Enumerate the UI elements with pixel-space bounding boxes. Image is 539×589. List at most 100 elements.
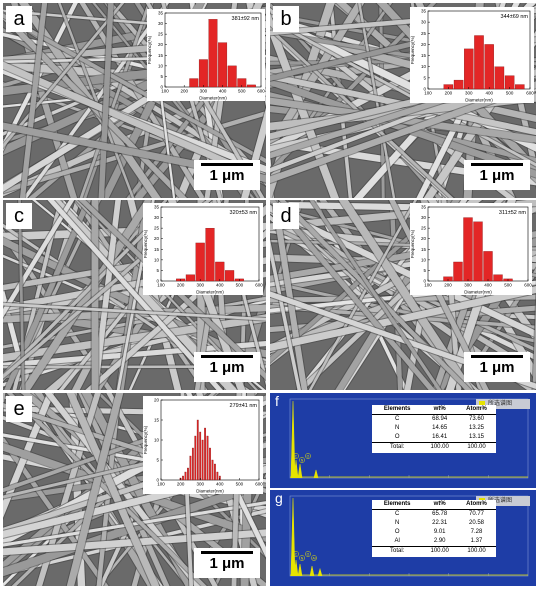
peak-marker: [305, 551, 311, 557]
table-header: Atom%: [456, 405, 496, 415]
y-tick-label: 15: [154, 247, 160, 252]
fiber: [21, 200, 154, 390]
fiber: [66, 393, 124, 586]
panel-label: d: [273, 203, 299, 229]
histogram-chart: 0 5 10 15 20 25 30 35 100 200 300 400 500 600 Diameter…: [143, 205, 263, 295]
x-axis-label: Diameter(nm): [465, 98, 493, 103]
x-tick-label: 300: [200, 89, 208, 94]
panel-label: f: [275, 393, 279, 409]
y-tick-label: 0: [423, 279, 426, 284]
x-tick-label: 200: [180, 89, 188, 94]
y-tick-label: 30: [421, 215, 427, 220]
fiber: [3, 3, 125, 149]
x-tick-label: 200: [444, 283, 452, 288]
spectrum-legend: 所选谱图: [476, 399, 530, 409]
table-total: Total:: [372, 442, 423, 452]
y-axis-label: Frequency(%): [147, 35, 152, 64]
x-tick-label: 500: [506, 91, 514, 96]
y-tick-label: 10: [421, 64, 427, 69]
y-axis-label: Frequency(%): [410, 35, 415, 64]
x-tick-label: 100: [424, 283, 432, 288]
histogram-bar: [215, 261, 225, 282]
histogram-bar: [208, 19, 218, 88]
fiber: [79, 3, 151, 198]
histogram-bar: [453, 79, 464, 90]
histogram-bar: [191, 447, 194, 481]
y-tick-label: 15: [421, 247, 427, 252]
fiber: [3, 302, 266, 321]
y-tick-label: 10: [154, 438, 160, 443]
spectrum-peak: [313, 469, 319, 479]
histogram-bar: [199, 431, 202, 481]
scale-bar: 1 μm: [194, 160, 260, 190]
histogram-title: 279±41 nm: [230, 403, 258, 409]
table-cell: C: [395, 511, 400, 517]
x-tick-label: 200: [445, 91, 453, 96]
scale-bar-label: 1 μm: [209, 555, 245, 572]
spectrum-peak: [293, 559, 299, 577]
x-tick-label: 100: [161, 89, 169, 94]
histogram-bar: [225, 270, 235, 282]
histogram-bar: [195, 242, 205, 282]
histogram-chart: 0 5 10 15 20 25 30 35 100 200 300 400 500 600 Diameter…: [147, 11, 265, 101]
fiber: [3, 200, 75, 318]
histogram-title: 381±92 nm: [232, 16, 260, 22]
scale-bar-label: 1 μm: [479, 359, 515, 376]
x-tick-label: 100: [157, 283, 165, 288]
histogram-bar: [453, 261, 463, 282]
y-tick-label: 10: [158, 63, 164, 68]
y-tick-label: 20: [421, 236, 427, 241]
y-axis-label: Frequency(%): [410, 229, 415, 258]
table-cell: 68.94: [432, 416, 448, 422]
y-tick-label: 25: [158, 32, 164, 37]
histogram-bar: [463, 217, 473, 282]
x-tick-label: 400: [219, 89, 227, 94]
y-tick-label: 15: [154, 418, 160, 423]
y-tick-label: 5: [423, 75, 426, 80]
peak-label: O: [307, 552, 310, 556]
legend-label: 所选谱图: [488, 401, 513, 407]
panel-label: b: [273, 6, 299, 32]
fiber: [270, 26, 454, 198]
spectrum-peak: [290, 497, 296, 577]
histogram-inset: 0 5 10 15 20 25 30 35 100 200 300 400 500 600 Diameter…: [143, 203, 263, 295]
peak-marker: [305, 453, 311, 459]
histogram-bar: [198, 59, 208, 88]
x-tick-label: 200: [177, 482, 185, 487]
y-tick-label: 0: [156, 478, 159, 483]
x-tick-label: 100: [157, 482, 165, 487]
spectrum-peak: [309, 565, 315, 577]
histogram-chart: 0 5 10 15 20 25 30 35 100 200 300 400 500 600 Diameter…: [410, 205, 532, 295]
y-tick-label: 20: [158, 42, 164, 47]
histogram-bar: [494, 66, 505, 90]
y-tick-label: 0: [423, 87, 426, 92]
histogram-bar: [484, 44, 494, 90]
spectrum-peak: [297, 463, 303, 479]
histogram-bar: [189, 78, 199, 88]
scale-bar-line: [201, 163, 253, 166]
table-cell: 13.15: [468, 434, 484, 440]
histogram-title: 311±52 nm: [499, 210, 526, 216]
x-tick-label: 400: [484, 283, 492, 288]
element-table: Elements wt% Atom% C 68.94 73.60 N 14.65 13.25…: [372, 405, 496, 453]
histogram-inset: 0 5 10 15 20 100 200 300 400 500 600 Diameter(nm) Fr…: [143, 396, 263, 494]
x-tick-label: 500: [504, 283, 512, 288]
peak-label: C: [295, 454, 298, 458]
y-tick-label: 35: [421, 205, 427, 210]
peak-label: N: [301, 556, 304, 560]
histogram-bar: [204, 427, 206, 481]
sem-panel-d: d 0 5 10 15 20 25 30 35 100 200 300 400 500 600 Diamet…: [270, 200, 536, 390]
histogram-bar: [194, 435, 197, 481]
x-tick-label: 300: [196, 283, 204, 288]
scale-bar-line: [201, 355, 253, 358]
table-cell: O: [394, 434, 400, 440]
histogram-bar: [214, 463, 216, 481]
histogram-inset: 0 5 10 15 20 25 30 35 100 200 300 400 500 600 Diameter…: [410, 7, 534, 103]
histogram-bar: [515, 84, 525, 90]
fiber: [3, 501, 266, 547]
fiber: [270, 17, 536, 167]
table-total: 100.00: [456, 546, 496, 556]
table-cell: 9.01: [433, 529, 446, 535]
y-tick-label: 25: [154, 226, 160, 231]
x-tick-label: 500: [236, 283, 244, 288]
